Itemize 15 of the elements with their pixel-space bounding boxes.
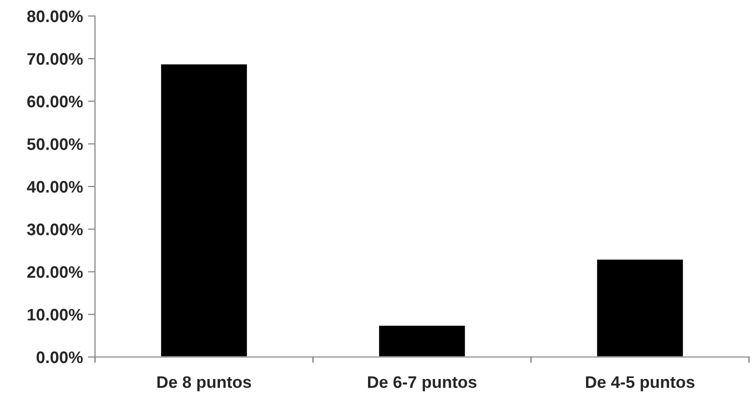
y-tick-label: 0.00% — [36, 351, 83, 364]
y-tick-label: 70.00% — [27, 53, 83, 65]
x-tick-label: De 6-7 puntos — [368, 376, 476, 392]
x-tick-label: De 8 puntos — [157, 376, 252, 392]
y-tick-label: 30.00% — [27, 224, 83, 236]
bar — [378, 324, 466, 357]
y-tick-label: 50.00% — [27, 138, 83, 150]
bar — [160, 63, 248, 357]
y-tick-label: 40.00% — [26, 180, 83, 193]
y-tick-label: 80.00% — [27, 10, 83, 22]
y-tick-label: 20.00% — [27, 266, 83, 278]
x-tick-label: De 4-5 puntos — [586, 376, 694, 392]
y-tick-label: 60.00% — [27, 96, 83, 108]
y-tick-label: 10.00% — [28, 308, 83, 321]
bar — [596, 258, 684, 357]
